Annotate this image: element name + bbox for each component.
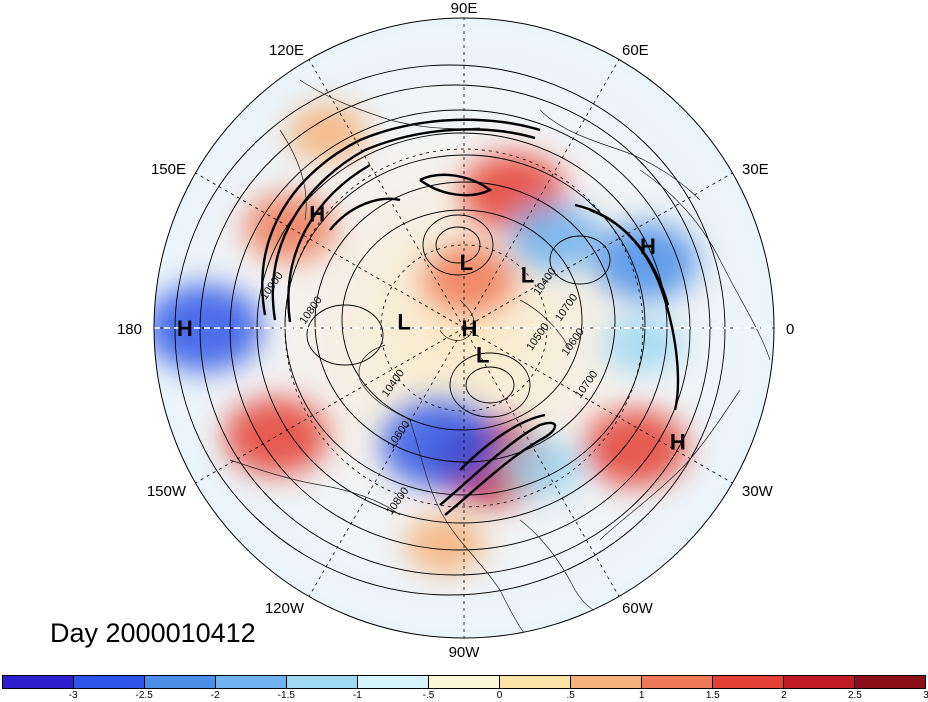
anomaly-blob [287,103,368,164]
lon-label-90w: 90W [449,644,481,661]
colorbar-tick-label: 2 [781,690,787,701]
colorbar-tick-label: 2.5 [847,690,862,701]
colorbar-segment [358,676,429,688]
colorbar-tick-label: 1.5 [705,690,720,701]
lon-label-120w: 120W [265,600,305,617]
anomaly-blob [405,514,486,575]
colorbar-segment [784,676,855,688]
colorbar-tick-label: -2 [210,690,220,701]
lon-label-150w: 150W [147,483,187,500]
lon-label-30w: 30W [742,483,774,500]
colorbar-tick-label: 3 [923,690,928,701]
high-pressure-label: H [670,430,686,455]
low-pressure-label: L [460,250,473,275]
jet-stream-contours [261,118,680,516]
colorbar-segment [642,676,713,688]
lon-label-150e: 150E [151,161,186,178]
lon-label-180: 180 [117,321,142,338]
colorbar-tick-labels: -3 -2.5 -2 -1.5 -1 -.5 0 .5 1 1.5 2 2.5 3 [0,690,928,702]
low-pressure-label: L [521,263,534,288]
colorbar-segment [145,676,216,688]
colorbar-tick-label: 0 [496,690,503,701]
colorbar-segment [500,676,571,688]
colorbar-segment [287,676,358,688]
colorbar-segment [216,676,287,688]
lon-label-90e: 90E [451,0,478,17]
colorbar-tick-label: 1 [638,690,645,701]
colorbar-tick-label: .5 [566,690,575,701]
coastlines [229,79,771,638]
meridian-line [463,327,733,484]
high-pressure-label: H [309,201,325,226]
colorbar-tick-label: -3 [68,690,78,701]
colorbar-segment [855,676,925,688]
low-pressure-label: L [476,343,489,368]
meridian-line [308,327,465,597]
high-pressure-label: H [640,234,656,259]
meridian-line [195,172,465,329]
high-pressure-label: H [461,316,477,341]
colorbar-tick-label: -.5 [422,690,435,701]
colorbar-segment [74,676,145,688]
high-pressure-label: H [177,316,193,341]
meridian-line [308,59,465,329]
lon-label-30e: 30E [742,161,769,178]
colorbar [2,675,926,689]
meridian-line [463,172,733,329]
anomaly-blob [594,222,699,301]
map-boundary [153,17,775,639]
colorbar-tick-label: -2.5 [135,690,153,701]
colorbar-tick-label: -1.5 [277,690,295,701]
lon-label-0: 0 [786,321,794,338]
colorbar-segment [713,676,784,688]
lon-label-60w: 60W [622,600,654,617]
anomaly-blob [583,408,688,487]
meridian-line [195,327,465,484]
lon-label-120e: 120E [269,42,304,59]
longitude-labels: 90E 60E 30E 0 30W 60W 90W 120W 150W 180 … [117,0,794,661]
meridian-line [463,327,620,597]
anomaly-blob [381,400,498,488]
colorbar-segment [3,676,74,688]
meridian-line [463,59,620,329]
colorbar-segment [571,676,642,688]
anomaly-blob [508,202,601,272]
colorbar-segment [429,676,500,688]
low-pressure-label: L [397,310,410,335]
lon-label-60e: 60E [622,42,649,59]
day-title: Day 2000010412 [50,618,256,648]
colorbar-tick-label: -1 [352,690,362,701]
